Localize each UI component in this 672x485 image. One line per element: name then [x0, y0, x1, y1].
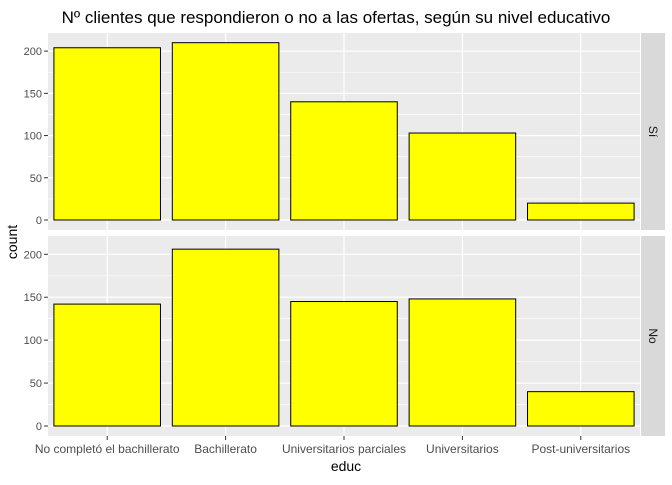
facet-strip — [641, 33, 665, 230]
x-tick-label: No completó el bachillerato — [35, 442, 180, 456]
y-tick-label: 100 — [24, 335, 42, 347]
bar — [171, 42, 280, 221]
y-tick-label: 100 — [24, 131, 42, 143]
x-axis-ticks: No completó el bachillerato Bachillerato U… — [35, 436, 630, 456]
bar — [290, 101, 398, 221]
y-tick-label: 150 — [24, 292, 42, 304]
y-tick-label: 0 — [36, 421, 42, 433]
bar — [527, 391, 635, 427]
y-tick-label: 0 — [36, 215, 42, 227]
y-tick-label: 200 — [24, 249, 42, 261]
facet-strip-label: No — [646, 328, 660, 344]
facet-panel: 0 50 100 150 200 Sí — [24, 33, 665, 230]
y-tick-label: 50 — [30, 378, 42, 390]
x-tick-label: Universitarios — [426, 442, 499, 456]
facet-panel: 0 50 100 150 200 No — [24, 236, 665, 436]
bar — [408, 298, 517, 427]
x-tick-label: Universitarios parciales — [282, 442, 406, 456]
bar — [408, 132, 517, 221]
bar — [290, 301, 398, 427]
y-tick-label: 150 — [24, 88, 42, 100]
y-tick-label: 50 — [30, 173, 42, 185]
x-tick-label: Post-universitarios — [531, 442, 630, 456]
facet-strip-label: Sí — [646, 126, 660, 138]
x-axis-label: educ — [331, 458, 361, 474]
x-tick-label: Bachillerato — [194, 442, 257, 456]
bar — [53, 303, 161, 427]
chart-title: Nº clientes que respondieron o no a las … — [62, 8, 611, 27]
facet-panels: 0 50 100 150 200 Sí 0 50 100 150 200 No — [24, 33, 665, 436]
bar — [53, 47, 161, 221]
bar — [527, 202, 635, 221]
facet-strip — [641, 236, 665, 436]
y-axis-label: count — [4, 225, 20, 259]
bar — [171, 248, 280, 427]
y-tick-label: 200 — [24, 46, 42, 58]
